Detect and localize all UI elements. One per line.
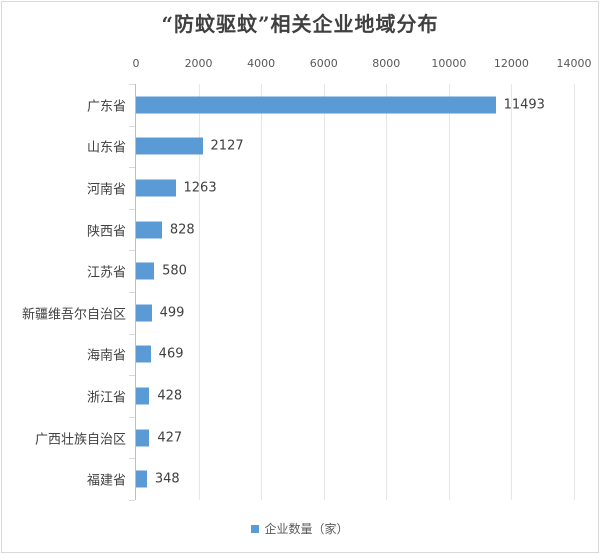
chart-title: “防蚊驱蚊”相关企业地域分布 [161,12,439,36]
category-label: 江苏省 [86,265,126,281]
legend: 企业数量（家） [0,520,600,537]
gridline [261,84,262,500]
x-tick-label: 0 [132,57,140,70]
bar [136,470,147,488]
category-tick [129,250,135,251]
gridline [574,84,575,500]
bar [136,429,150,447]
x-tick-label: 12000 [493,57,529,70]
bar [136,179,176,197]
x-tick-label: 6000 [309,57,338,70]
category-label: 山东省 [86,140,126,156]
bar [136,137,203,155]
category-label: 广东省 [86,99,126,115]
data-label: 428 [157,388,183,404]
category-label: 新疆维吾尔自治区 [21,307,126,323]
bar [136,96,496,114]
x-tick-label: 14000 [556,57,592,70]
bar [136,262,155,280]
category-tick [129,334,135,335]
bar [136,304,152,322]
category-tick [129,375,135,376]
gridline [386,84,387,500]
x-tick-label: 8000 [372,57,401,70]
x-tick-label: 2000 [184,57,213,70]
gridline [511,84,512,500]
category-label: 河南省 [86,182,126,198]
data-label: 580 [162,263,187,279]
category-tick [129,209,135,210]
bar [136,221,162,239]
gridline [324,84,325,500]
category-label: 海南省 [86,348,126,364]
category-tick [129,167,135,168]
data-label: 427 [157,430,183,446]
data-label: 348 [154,471,180,487]
data-label: 828 [169,222,195,238]
data-label: 469 [158,346,184,362]
category-tick [129,84,135,85]
data-label: 11493 [503,97,545,113]
gridline [449,84,450,500]
category-label: 福建省 [86,473,126,489]
category-label: 浙江省 [86,390,126,406]
legend-swatch-icon [251,524,260,533]
legend-label: 企业数量（家） [264,522,349,536]
x-tick-label: 4000 [247,57,276,70]
category-tick [129,126,135,127]
category-tick [129,417,135,418]
data-label: 2127 [210,138,244,154]
bar [136,345,151,363]
category-label: 陕西省 [86,224,126,240]
gridline [199,84,200,500]
category-tick [129,458,135,459]
category-tick [129,292,135,293]
x-tick-label: 10000 [431,57,467,70]
category-label: 广西壮族自治区 [34,432,126,448]
data-label: 499 [159,305,185,321]
y-axis-line [135,84,136,500]
data-label: 1263 [183,180,217,196]
category-tick [129,500,135,501]
bar [136,387,150,405]
